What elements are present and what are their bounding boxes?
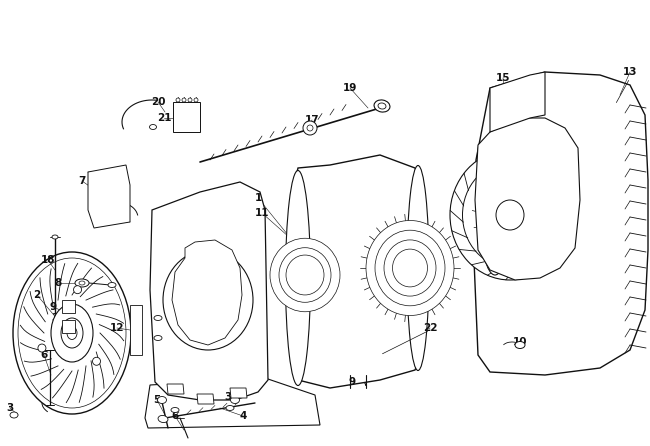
Ellipse shape [176,98,180,102]
Ellipse shape [480,155,510,275]
Ellipse shape [194,98,198,102]
Ellipse shape [10,412,18,418]
Ellipse shape [150,124,157,129]
Text: 1: 1 [254,193,261,203]
Ellipse shape [163,250,253,350]
Polygon shape [172,240,242,345]
Polygon shape [167,384,184,394]
Ellipse shape [375,230,445,306]
Polygon shape [475,118,580,280]
Text: 3: 3 [51,313,58,323]
Polygon shape [62,300,75,313]
Polygon shape [230,388,247,398]
Text: 15: 15 [496,73,510,83]
Ellipse shape [18,258,126,408]
Ellipse shape [52,235,58,239]
Text: 14: 14 [507,90,521,100]
Text: 11: 11 [255,208,269,218]
Ellipse shape [188,98,192,102]
Text: 3: 3 [224,392,231,402]
Text: 9: 9 [348,377,356,387]
Polygon shape [173,102,200,132]
Text: 3: 3 [6,403,14,413]
Ellipse shape [157,396,166,404]
Ellipse shape [13,252,131,414]
Ellipse shape [171,408,179,413]
Text: 13: 13 [623,67,637,77]
Ellipse shape [154,335,162,340]
Ellipse shape [366,220,454,315]
Ellipse shape [378,103,386,109]
Ellipse shape [38,344,46,352]
Text: 12: 12 [110,323,124,333]
Ellipse shape [374,100,390,112]
Ellipse shape [75,279,89,287]
Text: 5: 5 [153,395,161,405]
Text: 8: 8 [55,278,62,288]
Polygon shape [150,182,268,400]
Text: 9: 9 [49,302,57,312]
Ellipse shape [67,326,77,339]
Polygon shape [62,320,75,333]
Ellipse shape [231,396,239,404]
Ellipse shape [285,170,311,385]
Ellipse shape [463,162,558,268]
Text: 16: 16 [500,107,515,117]
Text: 18: 18 [41,255,55,265]
Ellipse shape [92,357,101,365]
Text: 4: 4 [239,411,247,421]
Ellipse shape [515,342,525,348]
Ellipse shape [393,249,428,287]
Polygon shape [130,305,142,355]
Ellipse shape [51,304,93,362]
Ellipse shape [194,284,222,316]
Polygon shape [197,394,214,404]
Text: 10: 10 [513,337,527,347]
Polygon shape [145,378,320,428]
Ellipse shape [182,98,186,102]
Ellipse shape [482,185,538,245]
Text: 7: 7 [78,176,86,186]
Ellipse shape [179,268,237,333]
Polygon shape [295,155,420,388]
Ellipse shape [307,125,313,131]
Ellipse shape [270,238,340,312]
Text: 17: 17 [305,115,319,125]
Polygon shape [474,72,648,375]
Text: 6: 6 [172,411,179,421]
Ellipse shape [158,415,168,422]
Text: 20: 20 [151,97,165,107]
Text: 23: 23 [112,205,127,215]
Ellipse shape [496,200,524,230]
Text: 21: 21 [157,113,171,123]
Ellipse shape [303,121,317,135]
Ellipse shape [61,318,83,348]
Ellipse shape [226,405,234,410]
Ellipse shape [79,281,85,285]
Text: 22: 22 [422,323,437,333]
Ellipse shape [286,255,324,295]
Ellipse shape [108,282,116,288]
Ellipse shape [279,248,331,302]
Ellipse shape [384,240,436,296]
Polygon shape [490,72,545,132]
Ellipse shape [154,315,162,321]
Ellipse shape [450,150,570,280]
Text: 19: 19 [343,83,358,93]
Polygon shape [88,165,130,228]
Text: 6: 6 [40,350,47,360]
Ellipse shape [407,165,429,371]
Text: 2: 2 [33,290,40,300]
Ellipse shape [73,286,81,293]
